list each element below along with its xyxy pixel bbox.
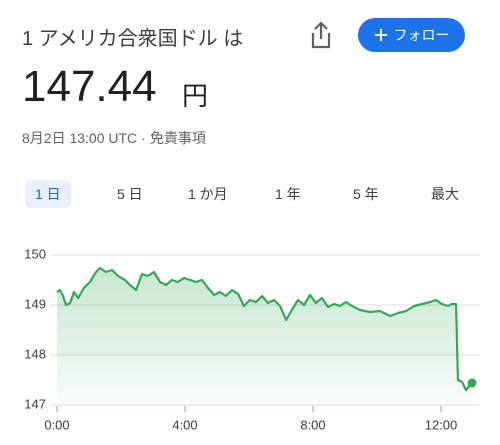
share-icon[interactable] xyxy=(308,20,334,50)
x-tick-label: 0:00 xyxy=(44,417,69,432)
x-tick-label: 8:00 xyxy=(300,417,325,432)
last-point xyxy=(467,378,477,388)
y-tick-label: 150 xyxy=(24,246,46,261)
range-tab[interactable]: 1 日 xyxy=(25,180,71,208)
y-tick-label: 149 xyxy=(24,296,46,311)
price-line xyxy=(56,266,473,392)
y-tick-label: 147 xyxy=(24,396,46,411)
range-tab[interactable]: 1 か月 xyxy=(188,186,228,202)
x-tick-label: 12:00 xyxy=(425,417,458,432)
currency: 円 xyxy=(182,81,209,111)
plus-icon xyxy=(374,29,387,41)
y-tick-label: 148 xyxy=(24,346,46,361)
x-tick-label: 4:00 xyxy=(172,417,197,432)
range-tab[interactable]: 5 年 xyxy=(353,186,379,202)
range-tab[interactable]: 1 年 xyxy=(275,186,301,202)
range-tab[interactable]: 最大 xyxy=(431,186,459,202)
timestamp-row: 8月2日 13:00 UTC · 免責事項 xyxy=(22,128,210,148)
follow-button[interactable]: フォロー xyxy=(358,18,465,52)
disclaimer-link[interactable]: 免責事項 xyxy=(149,130,206,146)
price: 147.44 xyxy=(22,62,157,111)
follow-label: フォロー xyxy=(393,27,450,43)
timestamp: 8月2日 13:00 UTC xyxy=(22,130,138,146)
range-tab[interactable]: 5 日 xyxy=(117,186,143,202)
title: 1 アメリカ合衆国ドル は xyxy=(22,28,244,50)
area xyxy=(57,268,473,410)
separator: · xyxy=(141,130,146,146)
